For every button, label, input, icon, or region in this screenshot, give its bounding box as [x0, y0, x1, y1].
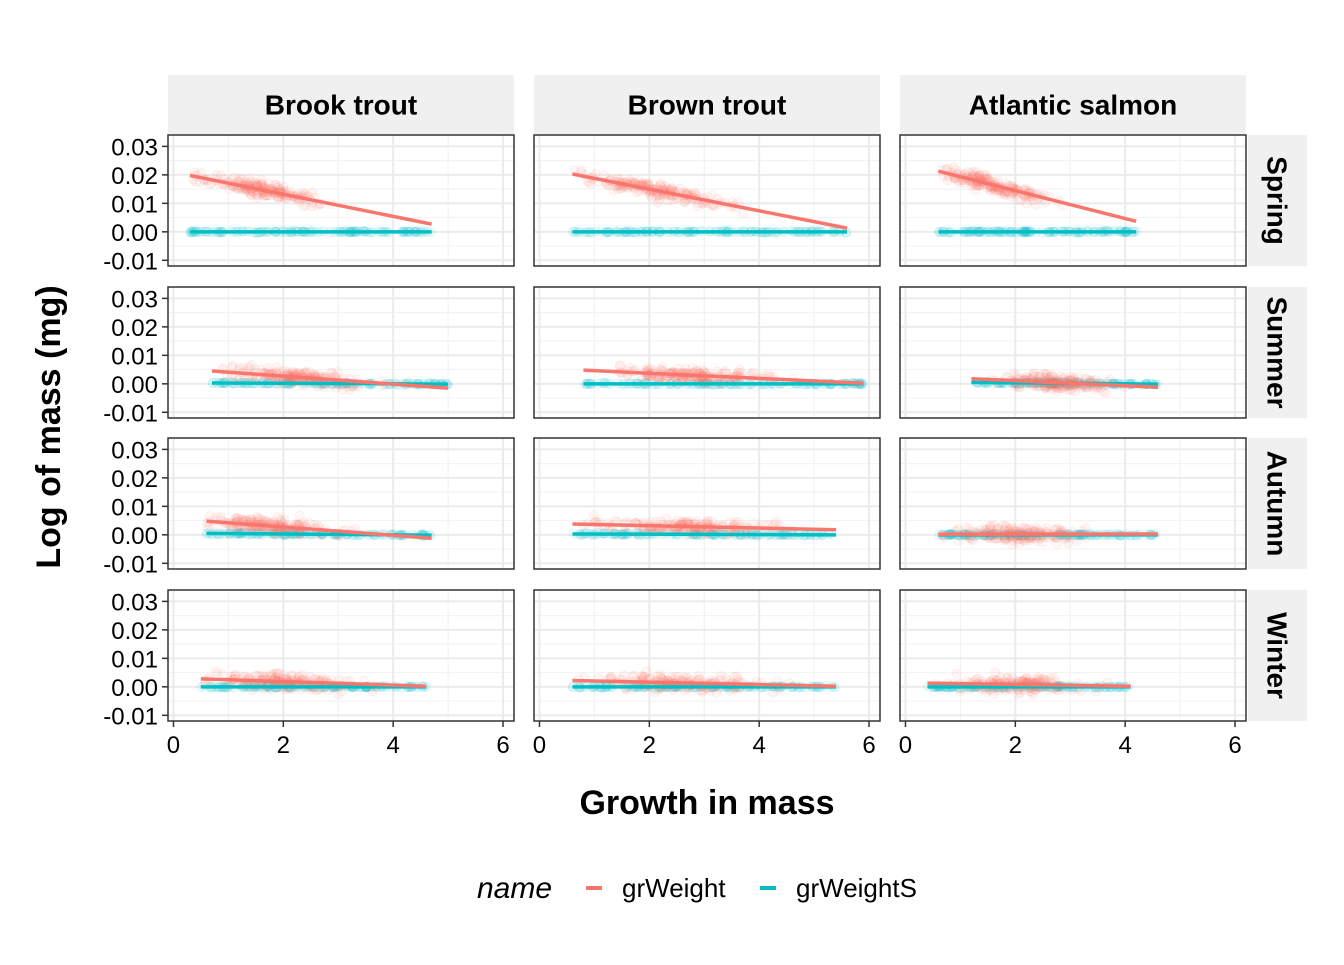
data-point — [270, 180, 279, 189]
data-point — [1064, 539, 1073, 548]
y-tick-label: -0.01 — [103, 400, 158, 427]
facet-panel — [900, 135, 1246, 266]
x-tick-label: 0 — [533, 732, 546, 759]
facet-label-row: Spring — [1262, 156, 1293, 245]
data-point — [229, 173, 238, 182]
data-point — [954, 525, 963, 534]
x-tick-label: 4 — [1118, 732, 1131, 759]
x-axis-title: Growth in mass — [579, 784, 834, 822]
facet-panel — [900, 287, 1246, 418]
y-tick-label: 0.03 — [111, 134, 158, 161]
x-tick-label: 6 — [496, 732, 509, 759]
y-tick-label: 0.00 — [111, 675, 158, 702]
legend: name grWeight grWeightS — [477, 872, 917, 905]
y-tick-label: 0.00 — [111, 220, 158, 247]
facet-panel — [168, 135, 514, 266]
data-point — [260, 192, 269, 201]
x-tick-label: 0 — [167, 732, 180, 759]
y-tick-label: -0.01 — [103, 248, 158, 275]
y-tick-label: 0.03 — [111, 589, 158, 616]
x-tick-label: 6 — [862, 732, 875, 759]
x-tick-label: 0 — [899, 732, 912, 759]
data-point — [954, 536, 963, 545]
facet-label-row: Winter — [1262, 612, 1293, 699]
panels-layer — [168, 135, 1246, 721]
fit-line-grWeightS — [572, 534, 836, 535]
legend-label: grWeightS — [796, 873, 917, 903]
x-tick-label: 6 — [1228, 732, 1241, 759]
x-tick-label: 2 — [643, 732, 656, 759]
data-point — [634, 176, 643, 185]
facet-panel — [900, 438, 1246, 569]
data-point — [1031, 200, 1040, 209]
data-point — [735, 365, 744, 374]
facet-panel — [168, 590, 514, 721]
facet-panel — [900, 590, 1246, 721]
data-point — [708, 191, 717, 200]
data-point — [204, 523, 213, 532]
y-tick-label: 0.00 — [111, 372, 158, 399]
data-point — [1049, 673, 1058, 682]
facet-panel — [534, 590, 880, 721]
data-point — [211, 667, 220, 676]
y-tick-label: 0.01 — [111, 191, 158, 218]
facet-label-col: Brown trout — [628, 90, 787, 121]
y-tick-label: 0.03 — [111, 286, 158, 313]
data-point — [279, 182, 288, 191]
facet-panel — [168, 287, 514, 418]
y-tick-label: 0.01 — [111, 494, 158, 521]
y-tick-label: -0.01 — [103, 551, 158, 578]
facet-panel — [534, 438, 880, 569]
facet-label-row: Summer — [1262, 296, 1293, 408]
x-tick-label: 4 — [752, 732, 765, 759]
y-axis-title: Log of mass (mg) — [30, 285, 68, 568]
data-point — [982, 688, 991, 697]
data-point — [653, 672, 662, 681]
data-point — [1038, 674, 1047, 683]
data-point — [1016, 688, 1025, 697]
legend-title: name — [477, 872, 552, 905]
facet-panel — [168, 438, 514, 569]
data-point — [1017, 524, 1026, 533]
data-point — [1036, 372, 1045, 381]
data-point — [739, 209, 748, 218]
y-tick-label: 0.01 — [111, 646, 158, 673]
facet-label-col: Atlantic salmon — [969, 90, 1177, 121]
data-point — [676, 184, 685, 193]
legend-label: grWeight — [622, 873, 726, 903]
y-tick-label: 0.02 — [111, 618, 158, 645]
y-tick-label: 0.02 — [111, 466, 158, 493]
x-tick-label: 2 — [1009, 732, 1022, 759]
facet-label-col: Brook trout — [265, 90, 417, 121]
y-tick-label: 0.02 — [111, 163, 158, 190]
data-point — [216, 513, 225, 522]
data-point — [345, 386, 354, 395]
x-tick-label: 4 — [386, 732, 399, 759]
facet-label-row: Autumn — [1262, 451, 1293, 557]
data-point — [952, 669, 961, 678]
y-tick-label: 0.00 — [111, 523, 158, 550]
y-tick-label: 0.02 — [111, 315, 158, 342]
y-tick-label: 0.03 — [111, 437, 158, 464]
y-tick-label: 0.01 — [111, 343, 158, 370]
data-point — [750, 518, 759, 527]
data-point — [295, 511, 304, 520]
data-point — [229, 362, 238, 371]
data-point — [990, 521, 999, 530]
y-tick-label: -0.01 — [103, 703, 158, 730]
data-point — [232, 513, 241, 522]
x-tick-label: 2 — [277, 732, 290, 759]
facet-panel — [534, 287, 880, 418]
